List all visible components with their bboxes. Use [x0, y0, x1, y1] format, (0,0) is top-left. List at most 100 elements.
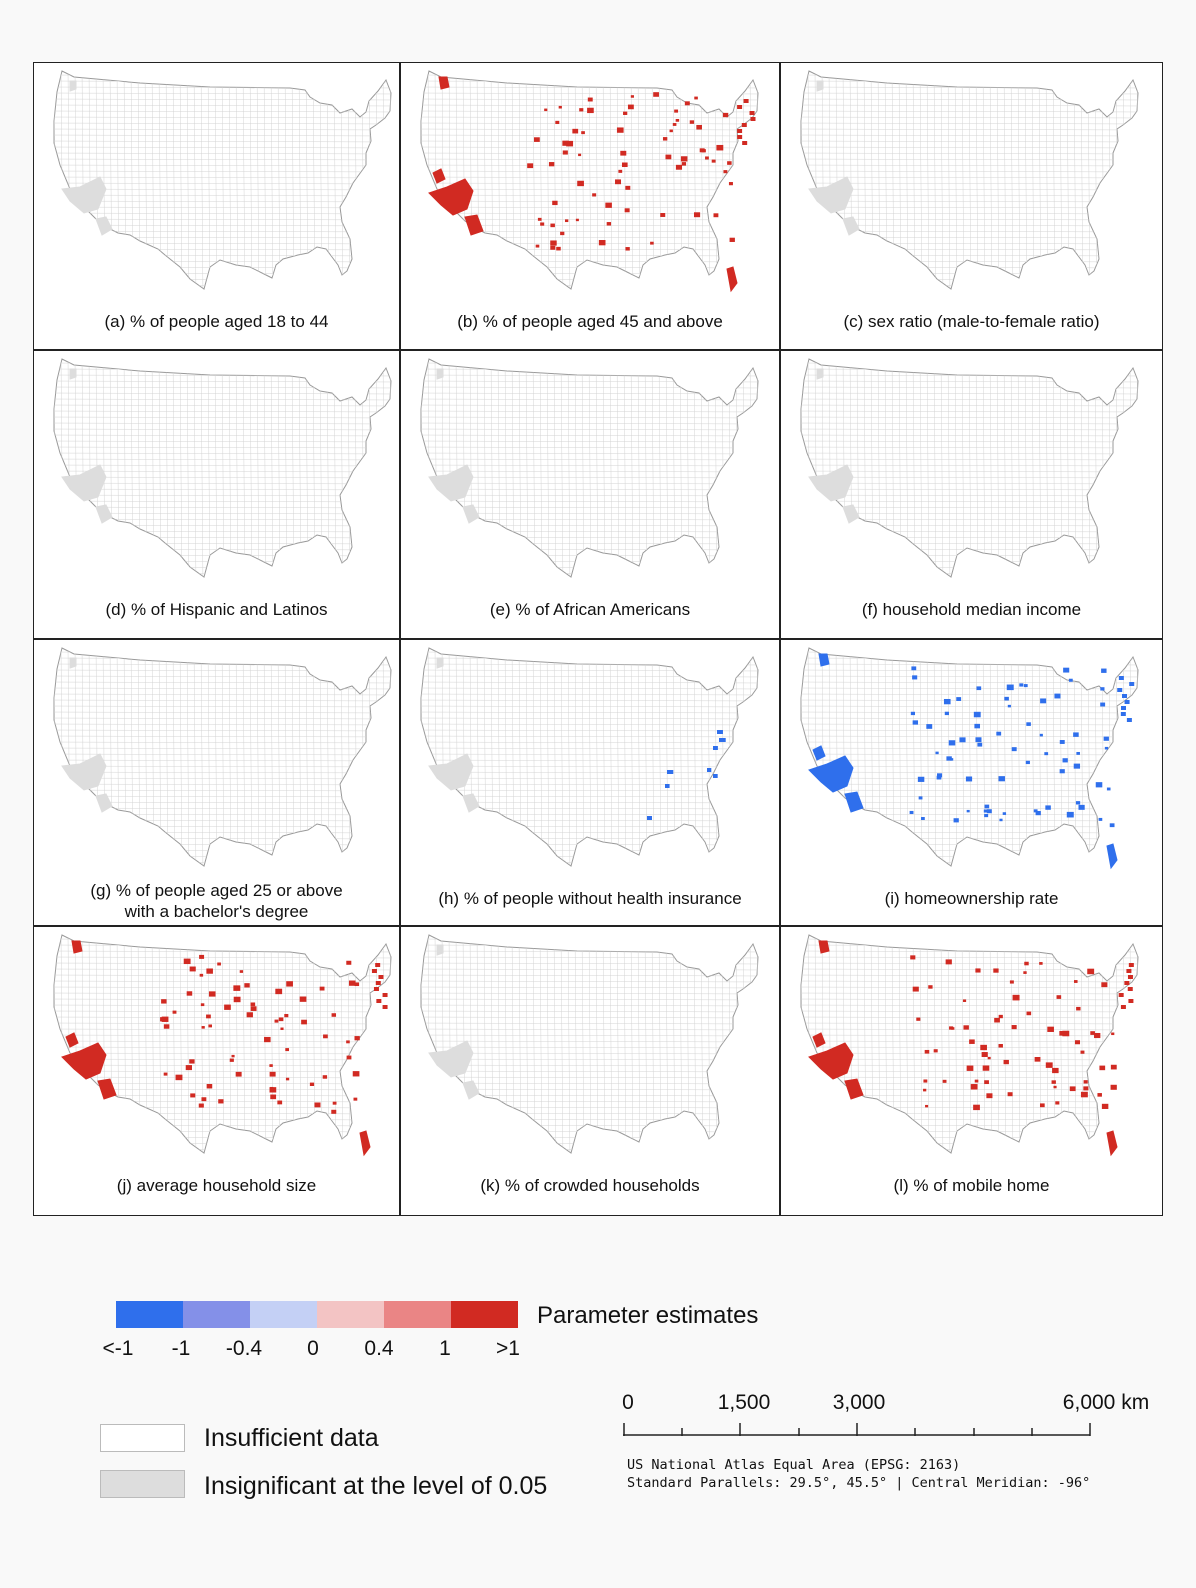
significant-county — [189, 966, 196, 972]
significant-county — [353, 1097, 358, 1101]
map-panel-f: (f) household median income — [780, 350, 1163, 639]
scale-label-3000: 3,000 — [832, 1391, 886, 1414]
us-county-map — [420, 934, 759, 1154]
caption-line: (g) % of people aged 25 or above — [90, 881, 343, 900]
caption-line: (i) homeownership rate — [884, 889, 1059, 908]
significant-county — [998, 776, 1005, 782]
significant-county — [354, 982, 360, 987]
significant-county — [948, 740, 956, 746]
significant-county — [729, 237, 735, 242]
significant-county — [1062, 1030, 1070, 1037]
significant-county — [555, 120, 560, 125]
significant-county — [713, 213, 719, 218]
panel-caption: (d) % of Hispanic and Latinos — [34, 599, 399, 620]
significant-county — [1095, 782, 1103, 788]
significant-county — [1045, 1062, 1053, 1068]
significant-county — [615, 179, 622, 185]
significant-county — [577, 180, 584, 187]
significant-county — [201, 1026, 205, 1029]
significant-region — [428, 178, 474, 216]
significant-county — [675, 118, 680, 122]
insignificant-region — [462, 793, 480, 813]
significant-county — [689, 120, 695, 124]
us-county-map — [53, 358, 392, 578]
insignificant-region — [816, 368, 824, 380]
map-grid: (a) % of people aged 18 to 44 (b) % of pe… — [33, 62, 1163, 1230]
significant-county — [976, 686, 982, 691]
significant-county — [581, 131, 585, 135]
significant-county — [662, 137, 668, 141]
scale-label-6000: 6,000 km — [1062, 1391, 1150, 1414]
significant-county — [1052, 1067, 1059, 1074]
significant-county — [206, 1014, 211, 1019]
panel-caption: (j) average household size — [34, 1175, 399, 1196]
significant-county — [1063, 667, 1070, 673]
significant-county — [206, 1084, 213, 1089]
significant-county — [1128, 963, 1134, 967]
significant-county — [562, 150, 568, 155]
significant-county — [975, 968, 981, 973]
significant-county — [717, 730, 723, 734]
significant-county — [945, 959, 952, 965]
significant-county — [217, 962, 221, 966]
significant-county — [741, 123, 747, 127]
insignificant-region — [428, 753, 474, 791]
significant-county — [1059, 740, 1065, 744]
significant-county — [722, 112, 729, 118]
significant-county — [1025, 760, 1030, 765]
significant-county — [1118, 676, 1124, 680]
significant-county — [918, 796, 923, 800]
significant-county — [1062, 758, 1068, 763]
significant-region — [818, 940, 830, 954]
panel-caption: (k) % of crowded households — [401, 1175, 779, 1196]
significant-county — [1126, 969, 1132, 973]
significant-county — [926, 724, 933, 729]
significant-county — [665, 784, 670, 788]
significant-county — [172, 1010, 177, 1014]
significant-county — [624, 208, 630, 213]
color-swatch-0 — [116, 1301, 183, 1328]
significant-county — [943, 698, 951, 705]
significant-county — [1120, 712, 1126, 716]
significant-county — [974, 1079, 979, 1083]
significant-county — [375, 963, 381, 967]
significant-county — [592, 193, 597, 197]
significant-county — [235, 1071, 242, 1077]
significant-county — [250, 1006, 257, 1011]
significant-county — [1106, 787, 1111, 791]
us-county-map — [420, 358, 759, 578]
significant-county — [206, 968, 213, 974]
caption-line: (b) % of people aged 45 and above — [457, 312, 723, 331]
significant-county — [630, 95, 634, 98]
significant-county — [286, 981, 293, 987]
tick-label: >1 — [496, 1337, 520, 1360]
significant-county — [348, 980, 356, 986]
significant-county — [1073, 763, 1081, 769]
significant-county — [1019, 683, 1024, 687]
significant-county — [566, 140, 574, 147]
significant-region — [61, 1042, 107, 1080]
significant-region — [1106, 1130, 1118, 1157]
significant-county — [917, 776, 925, 782]
significant-county — [1100, 702, 1106, 707]
significant-county — [314, 1102, 321, 1108]
significant-region — [808, 755, 854, 793]
significant-county — [198, 1103, 204, 1108]
significant-county — [1006, 684, 1014, 691]
caption-line: (j) average household size — [116, 1176, 317, 1195]
significant-county — [618, 169, 623, 173]
significant-county — [986, 1093, 993, 1099]
significant-county — [275, 988, 283, 995]
significant-county — [998, 1014, 1003, 1019]
tick-label: 1 — [439, 1337, 451, 1360]
significant-county — [550, 245, 556, 250]
significant-county — [1033, 809, 1038, 813]
significant-county — [977, 742, 983, 747]
scale-label-0: 0 — [622, 1391, 634, 1414]
panel-caption: (g) % of people aged 25 or above with a b… — [34, 880, 399, 922]
significant-county — [331, 1013, 337, 1017]
significant-county — [669, 129, 673, 133]
insignificant-region — [436, 657, 444, 669]
significant-county — [1012, 994, 1020, 1001]
